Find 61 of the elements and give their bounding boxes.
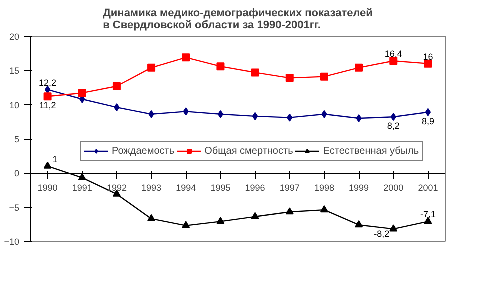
data-label: 16 [423, 52, 434, 62]
point [44, 92, 52, 101]
point [251, 212, 260, 220]
x-tick-label: 1998 [314, 183, 334, 194]
data-label: 1 [52, 154, 58, 164]
data-label: 11,2 [39, 100, 56, 111]
x-tick-label: 1995 [210, 183, 231, 194]
legend-label: Естественная убыль [323, 145, 420, 157]
point [425, 108, 432, 116]
point [114, 104, 120, 112]
point [252, 112, 258, 120]
y-tick-label: 20 [9, 32, 20, 42]
chart-title: Динамика медико-демографических показателей в Свердловской области за 1990-2001гг. [103, 8, 373, 32]
point [286, 74, 294, 82]
y-tick-label: 0 [14, 168, 20, 179]
x-tick-label: 2001 [418, 183, 438, 194]
y-tick-label: −10 [4, 237, 20, 247]
point [322, 110, 328, 118]
x-tick-label: 1993 [142, 183, 162, 194]
point [148, 64, 156, 72]
point [112, 82, 121, 90]
point [182, 221, 190, 228]
data-label: 8,2 [387, 121, 400, 132]
point [355, 64, 364, 72]
point [216, 217, 225, 224]
point [148, 214, 156, 222]
data-label: 16,4 [384, 49, 402, 60]
y-tick-label: 5 [14, 134, 20, 144]
point [287, 114, 293, 122]
point [320, 206, 328, 213]
point [390, 224, 398, 232]
x-tick-label: 1994 [176, 183, 196, 194]
x-tick-label: 1992 [106, 183, 127, 194]
y-tick-label: 10 [9, 100, 20, 110]
legend-label: Рождаемость [112, 145, 175, 157]
point [183, 108, 189, 116]
data-label: 8,9 [422, 116, 434, 126]
x-tick-label: 2000 [384, 183, 404, 194]
legend-label: Общая смертность [204, 145, 294, 157]
x-tick-label: 1997 [280, 183, 300, 194]
point [44, 162, 52, 169]
point [320, 72, 328, 81]
x-tick-label: 1999 [349, 183, 370, 194]
data-label: -8,2 [374, 229, 390, 240]
point [218, 110, 224, 118]
x-tick-label: 1996 [245, 183, 266, 194]
point [251, 68, 260, 77]
point [390, 113, 396, 122]
point [355, 220, 364, 228]
point [356, 114, 362, 122]
point [78, 89, 86, 98]
x-tick-label: 1991 [72, 183, 92, 194]
point [182, 54, 190, 62]
y-tick-label: −5 [9, 202, 20, 213]
y-tick-label: 15 [9, 66, 20, 76]
point [148, 110, 154, 118]
data-label: -7,1 [420, 210, 436, 220]
point [286, 208, 294, 215]
point [216, 62, 225, 71]
data-label: 12,2 [39, 78, 57, 88]
x-tick-label: 1990 [38, 183, 58, 194]
